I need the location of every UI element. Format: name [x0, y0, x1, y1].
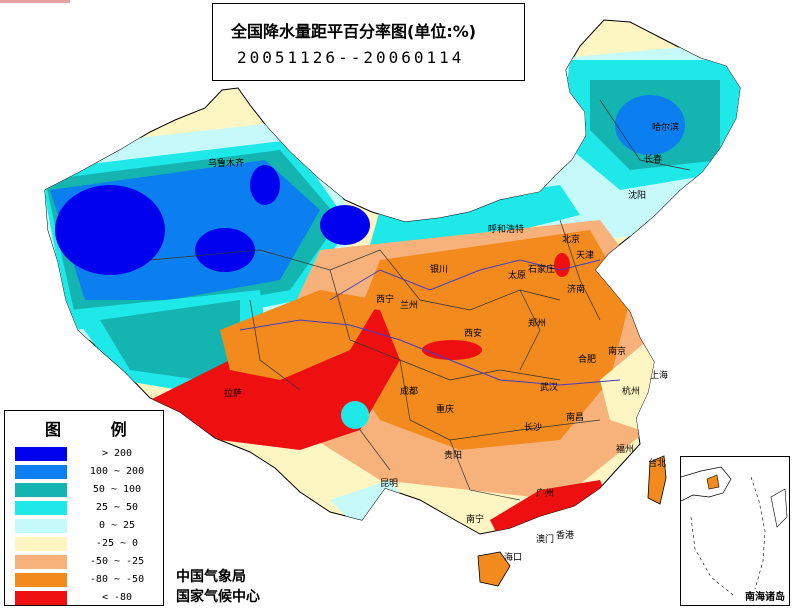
legend-label: > 200	[101, 448, 133, 459]
city-label: 长春	[644, 155, 663, 165]
city-label: 银川	[430, 265, 449, 275]
legend-entry: 0 ~ 25	[15, 519, 160, 534]
city-label: 沈阳	[628, 191, 647, 201]
legend-swatch	[15, 501, 67, 515]
city-label: 呼和浩特	[488, 225, 525, 235]
legend-label: 0 ~ 25	[98, 520, 136, 531]
title-box: 全国降水量距平百分率图(单位:%) 20051126--20060114	[212, 3, 525, 81]
legend-entry: -80 ~ -50	[15, 573, 160, 588]
city-label: 南京	[608, 347, 627, 357]
city-label: 广州	[536, 489, 555, 499]
city-label: 南宁	[466, 515, 485, 525]
inset-label: 南海诸岛	[745, 592, 785, 603]
south-china-sea-inset: 南海诸岛	[680, 456, 790, 606]
zone-teal-tibet	[100, 300, 240, 380]
hainan-island	[477, 551, 511, 587]
legend-entry: -50 ~ -25	[15, 555, 160, 570]
legend-swatch	[15, 573, 67, 587]
river-lines	[239, 259, 621, 386]
organization-line-2: 国家气候中心	[176, 589, 260, 605]
city-label: 兰州	[400, 301, 419, 311]
legend-swatch	[15, 537, 67, 551]
legend-title: 图 例	[45, 420, 149, 439]
zone-orange-southwest	[220, 290, 380, 380]
legend-label: 100 ~ 200	[89, 466, 145, 477]
city-label: 武汉	[540, 383, 559, 393]
city-label: 济南	[567, 285, 586, 295]
city-label: 澳门	[536, 535, 555, 545]
city-label: 海口	[504, 553, 523, 563]
city-label: 长沙	[524, 423, 543, 433]
city-label: 西安	[464, 329, 483, 339]
city-label: 成都	[400, 387, 419, 397]
city-label: 西宁	[376, 295, 395, 305]
city-label: 上海	[650, 371, 669, 381]
city-label: 昆明	[380, 479, 399, 489]
legend-swatch	[15, 465, 67, 479]
city-label: 合肥	[578, 355, 597, 365]
city-label: 重庆	[436, 405, 455, 415]
anomaly-fill-layers	[45, 40, 740, 534]
city-label: 哈尔滨	[652, 123, 680, 133]
city-label: 北京	[562, 235, 581, 245]
province-boundaries	[149, 99, 691, 501]
legend-label: < -80	[101, 592, 133, 603]
legend-swatch	[15, 555, 67, 569]
city-label: 南昌	[566, 413, 585, 423]
zone-orange-central	[340, 230, 630, 450]
city-label: 台北	[648, 459, 667, 469]
legend-entry: -25 ~ 0	[15, 537, 160, 552]
legend-entry: < -80	[15, 591, 160, 606]
legend-swatch	[15, 519, 67, 533]
zone-deep-blue-4	[320, 205, 370, 245]
legend-entry: 50 ~ 100	[15, 483, 160, 498]
taiwan-island	[647, 455, 667, 505]
map-period: 20051126--20060114	[237, 48, 465, 67]
city-label: 太原	[508, 271, 527, 281]
organization-line-1: 中国气象局	[176, 569, 246, 585]
zone-deep-blue-1	[55, 185, 165, 275]
zone-blue-northeast	[615, 95, 685, 155]
legend-label: -50 ~ -25	[89, 556, 145, 567]
legend-label: 25 ~ 50	[95, 502, 139, 513]
legend-entry: > 200	[15, 447, 160, 462]
city-label: 杭州	[622, 387, 641, 397]
legend-swatch	[15, 591, 67, 605]
legend-swatch	[15, 447, 67, 461]
city-label: 拉萨	[224, 389, 243, 399]
zone-cyan-yunnan	[341, 401, 369, 429]
legend-entry: 100 ~ 200	[15, 465, 160, 480]
city-label: 郑州	[528, 319, 547, 329]
zone-red-central	[422, 340, 482, 360]
legend-swatch	[15, 483, 67, 497]
city-label: 贵阳	[444, 451, 463, 461]
zone-red-north	[554, 253, 570, 277]
zone-deep-blue-2	[195, 228, 255, 272]
city-label: 石家庄	[528, 265, 556, 275]
legend-entry: 25 ~ 50	[15, 501, 160, 516]
legend-label: -25 ~ 0	[95, 538, 139, 549]
city-label: 乌鲁木齐	[208, 159, 245, 169]
city-label: 天津	[576, 251, 595, 261]
city-label: 福州	[616, 445, 635, 455]
corner-mark	[0, 0, 70, 3]
map-title: 全国降水量距平百分率图(单位:%)	[231, 22, 477, 41]
map-legend: 图 例 > 200 100 ~ 200 50 ~ 100 25 ~ 50 0 ~…	[4, 410, 164, 606]
legend-label: 50 ~ 100	[92, 484, 142, 495]
inset-map	[680, 466, 788, 596]
legend-label: -80 ~ -50	[89, 574, 145, 585]
city-label: 香港	[556, 531, 575, 541]
zone-deep-blue-3	[250, 165, 280, 205]
zone-cyan-north-belt	[370, 185, 580, 255]
